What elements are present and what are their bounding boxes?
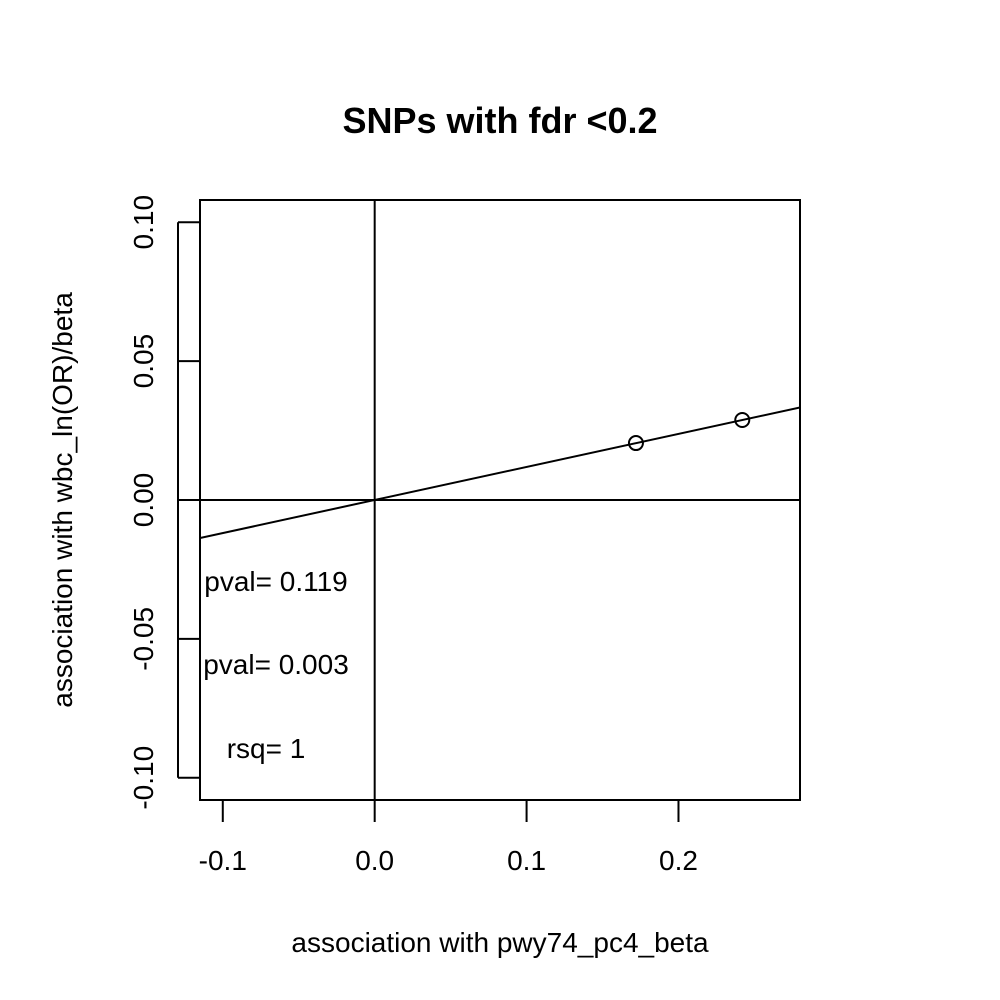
- y-tick-label: 0.05: [128, 334, 159, 389]
- rsq-annotation: rsq= 1: [227, 733, 306, 764]
- x-tick-label: 0.0: [355, 845, 394, 876]
- plot-area: [200, 200, 800, 800]
- data-point: [734, 412, 751, 428]
- y-axis-label: association with wbc_ln(OR)/beta: [47, 292, 78, 708]
- pval-annotation: pval= 0.119: [204, 566, 348, 597]
- y-tick-label: 0.00: [128, 473, 159, 528]
- data-point: [627, 435, 644, 452]
- chart-title: SNPs with fdr <0.2: [342, 100, 657, 141]
- y-tick-label: -0.05: [128, 607, 159, 671]
- y-tick-label: 0.10: [128, 195, 159, 250]
- x-tick-label: -0.1: [199, 845, 247, 876]
- x-tick-label: 0.1: [507, 845, 546, 876]
- fit-line: [200, 406, 800, 539]
- x-axis: -0.1 0.0 0.1 0.2: [199, 799, 698, 876]
- pval-annotation: pval= 0.003: [203, 649, 349, 680]
- annotations: pval= 0.119 pval= 0.003 rsq= 1: [203, 566, 349, 764]
- y-axis: -0.10 -0.05 0.00 0.05 0.10: [128, 195, 200, 810]
- x-tick-label: 0.2: [659, 845, 698, 876]
- y-tick-label: -0.10: [128, 746, 159, 810]
- x-axis-label: association with pwy74_pc4_beta: [291, 927, 709, 958]
